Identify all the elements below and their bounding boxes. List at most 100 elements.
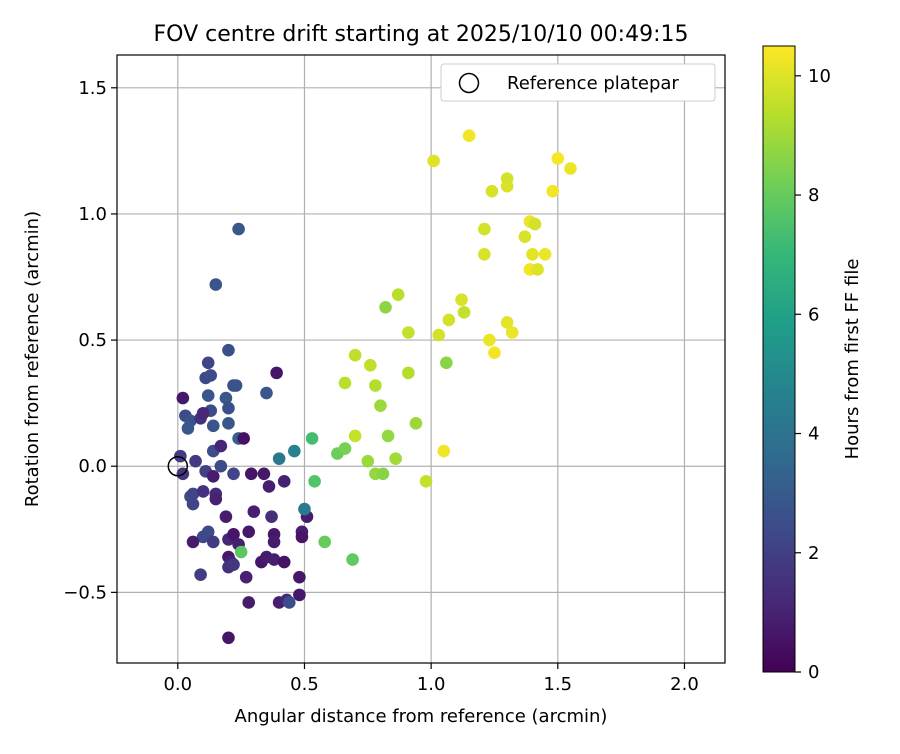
data-point [247,505,261,518]
data-point [234,545,248,559]
data-point [219,391,233,405]
data-point [196,485,210,498]
data-point [270,366,283,380]
data-point [437,444,451,458]
data-point [222,401,235,415]
legend-marker-reference [458,72,480,94]
data-point [242,525,256,539]
y-tick-label: 0.0 [78,456,107,477]
data-point [442,313,456,327]
data-point [379,300,392,314]
data-point [186,487,200,501]
data-point [427,154,440,168]
data-point [229,379,243,392]
x-tick-label: 1.5 [543,674,572,695]
data-point [402,366,415,380]
data-point [267,535,281,549]
data-point [485,184,499,198]
data-point [206,535,220,549]
data-point [244,467,258,481]
colorbar-tick-label: 10 [808,66,831,87]
colorbar-label: Hours from first FF file [842,259,863,460]
data-point [265,510,278,523]
data-point [531,263,544,276]
data-point [204,369,218,382]
data-point [346,553,359,566]
data-point [214,439,228,453]
data-point [288,444,301,458]
legend: Reference platepar [440,63,716,102]
data-point [219,510,233,523]
reference-platepar-marker [167,455,189,477]
data-point [277,555,291,569]
data-point [237,432,250,445]
data-point [432,328,446,342]
data-point [227,528,240,541]
data-point [186,497,200,511]
colorbar [762,45,796,673]
data-point [500,316,514,329]
data-point [391,288,405,301]
data-point [227,558,240,571]
colorbar-tick-label: 4 [808,424,819,445]
data-point [222,417,235,430]
data-point [239,570,253,584]
data-point [564,162,577,175]
data-point [257,467,271,481]
colorbar-tick-label: 0 [808,662,819,683]
data-point [361,454,375,468]
data-point [196,530,210,544]
data-point [293,588,306,602]
data-point [282,596,296,609]
colorbar-tick-label: 2 [808,543,819,564]
plot-frame [116,54,726,664]
data-point [546,184,560,198]
data-point [181,422,195,435]
y-tick-label: 0.5 [78,330,107,351]
data-point [318,535,332,549]
data-point [305,432,319,445]
data-point [538,248,552,261]
data-point [214,459,228,473]
colorbar-tick-label: 8 [808,185,819,206]
data-point [457,306,471,319]
data-point [260,386,273,400]
data-point [381,429,395,443]
legend-label-reference: Reference platepar [507,73,679,94]
data-point [419,475,433,488]
data-point [526,248,539,261]
data-point [505,326,519,339]
data-point [488,346,501,359]
data-point [206,470,220,483]
data-point [242,596,256,609]
data-point [455,293,468,307]
data-point [227,467,240,481]
y-tick-label: 1.5 [78,78,107,99]
legend-box [440,63,716,102]
data-point [409,417,423,430]
data-point [295,530,309,544]
data-point [338,376,352,390]
data-point [186,535,200,549]
data-point [206,419,220,433]
data-point [518,230,532,243]
data-point [440,356,453,370]
data-point [196,406,210,420]
x-tick-label: 0.5 [290,674,319,695]
data-point [267,553,281,566]
scatter-points [167,129,577,645]
data-point [308,475,321,488]
y-axis-label: Rotation from reference (arcmin) [22,211,43,507]
data-point [551,152,565,165]
data-point [389,452,402,465]
data-point [298,502,311,516]
data-point [277,475,291,488]
x-axis-ticks: 0.0 0.5 1.0 1.5 2.0 [163,663,699,695]
data-point [376,467,390,481]
data-point [528,217,542,231]
data-point [348,429,362,443]
x-tick-label: 0.0 [163,674,192,695]
y-tick-label: −0.5 [63,582,107,603]
